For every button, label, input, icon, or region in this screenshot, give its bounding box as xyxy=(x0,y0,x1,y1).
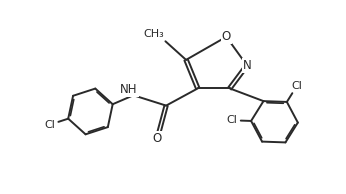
Text: O: O xyxy=(153,132,162,145)
Text: NH: NH xyxy=(120,83,138,96)
Text: O: O xyxy=(222,30,231,43)
Text: Cl: Cl xyxy=(292,81,302,91)
Text: N: N xyxy=(243,59,251,72)
Text: CH₃: CH₃ xyxy=(144,29,164,39)
Text: Cl: Cl xyxy=(226,115,237,125)
Text: Cl: Cl xyxy=(44,120,55,130)
